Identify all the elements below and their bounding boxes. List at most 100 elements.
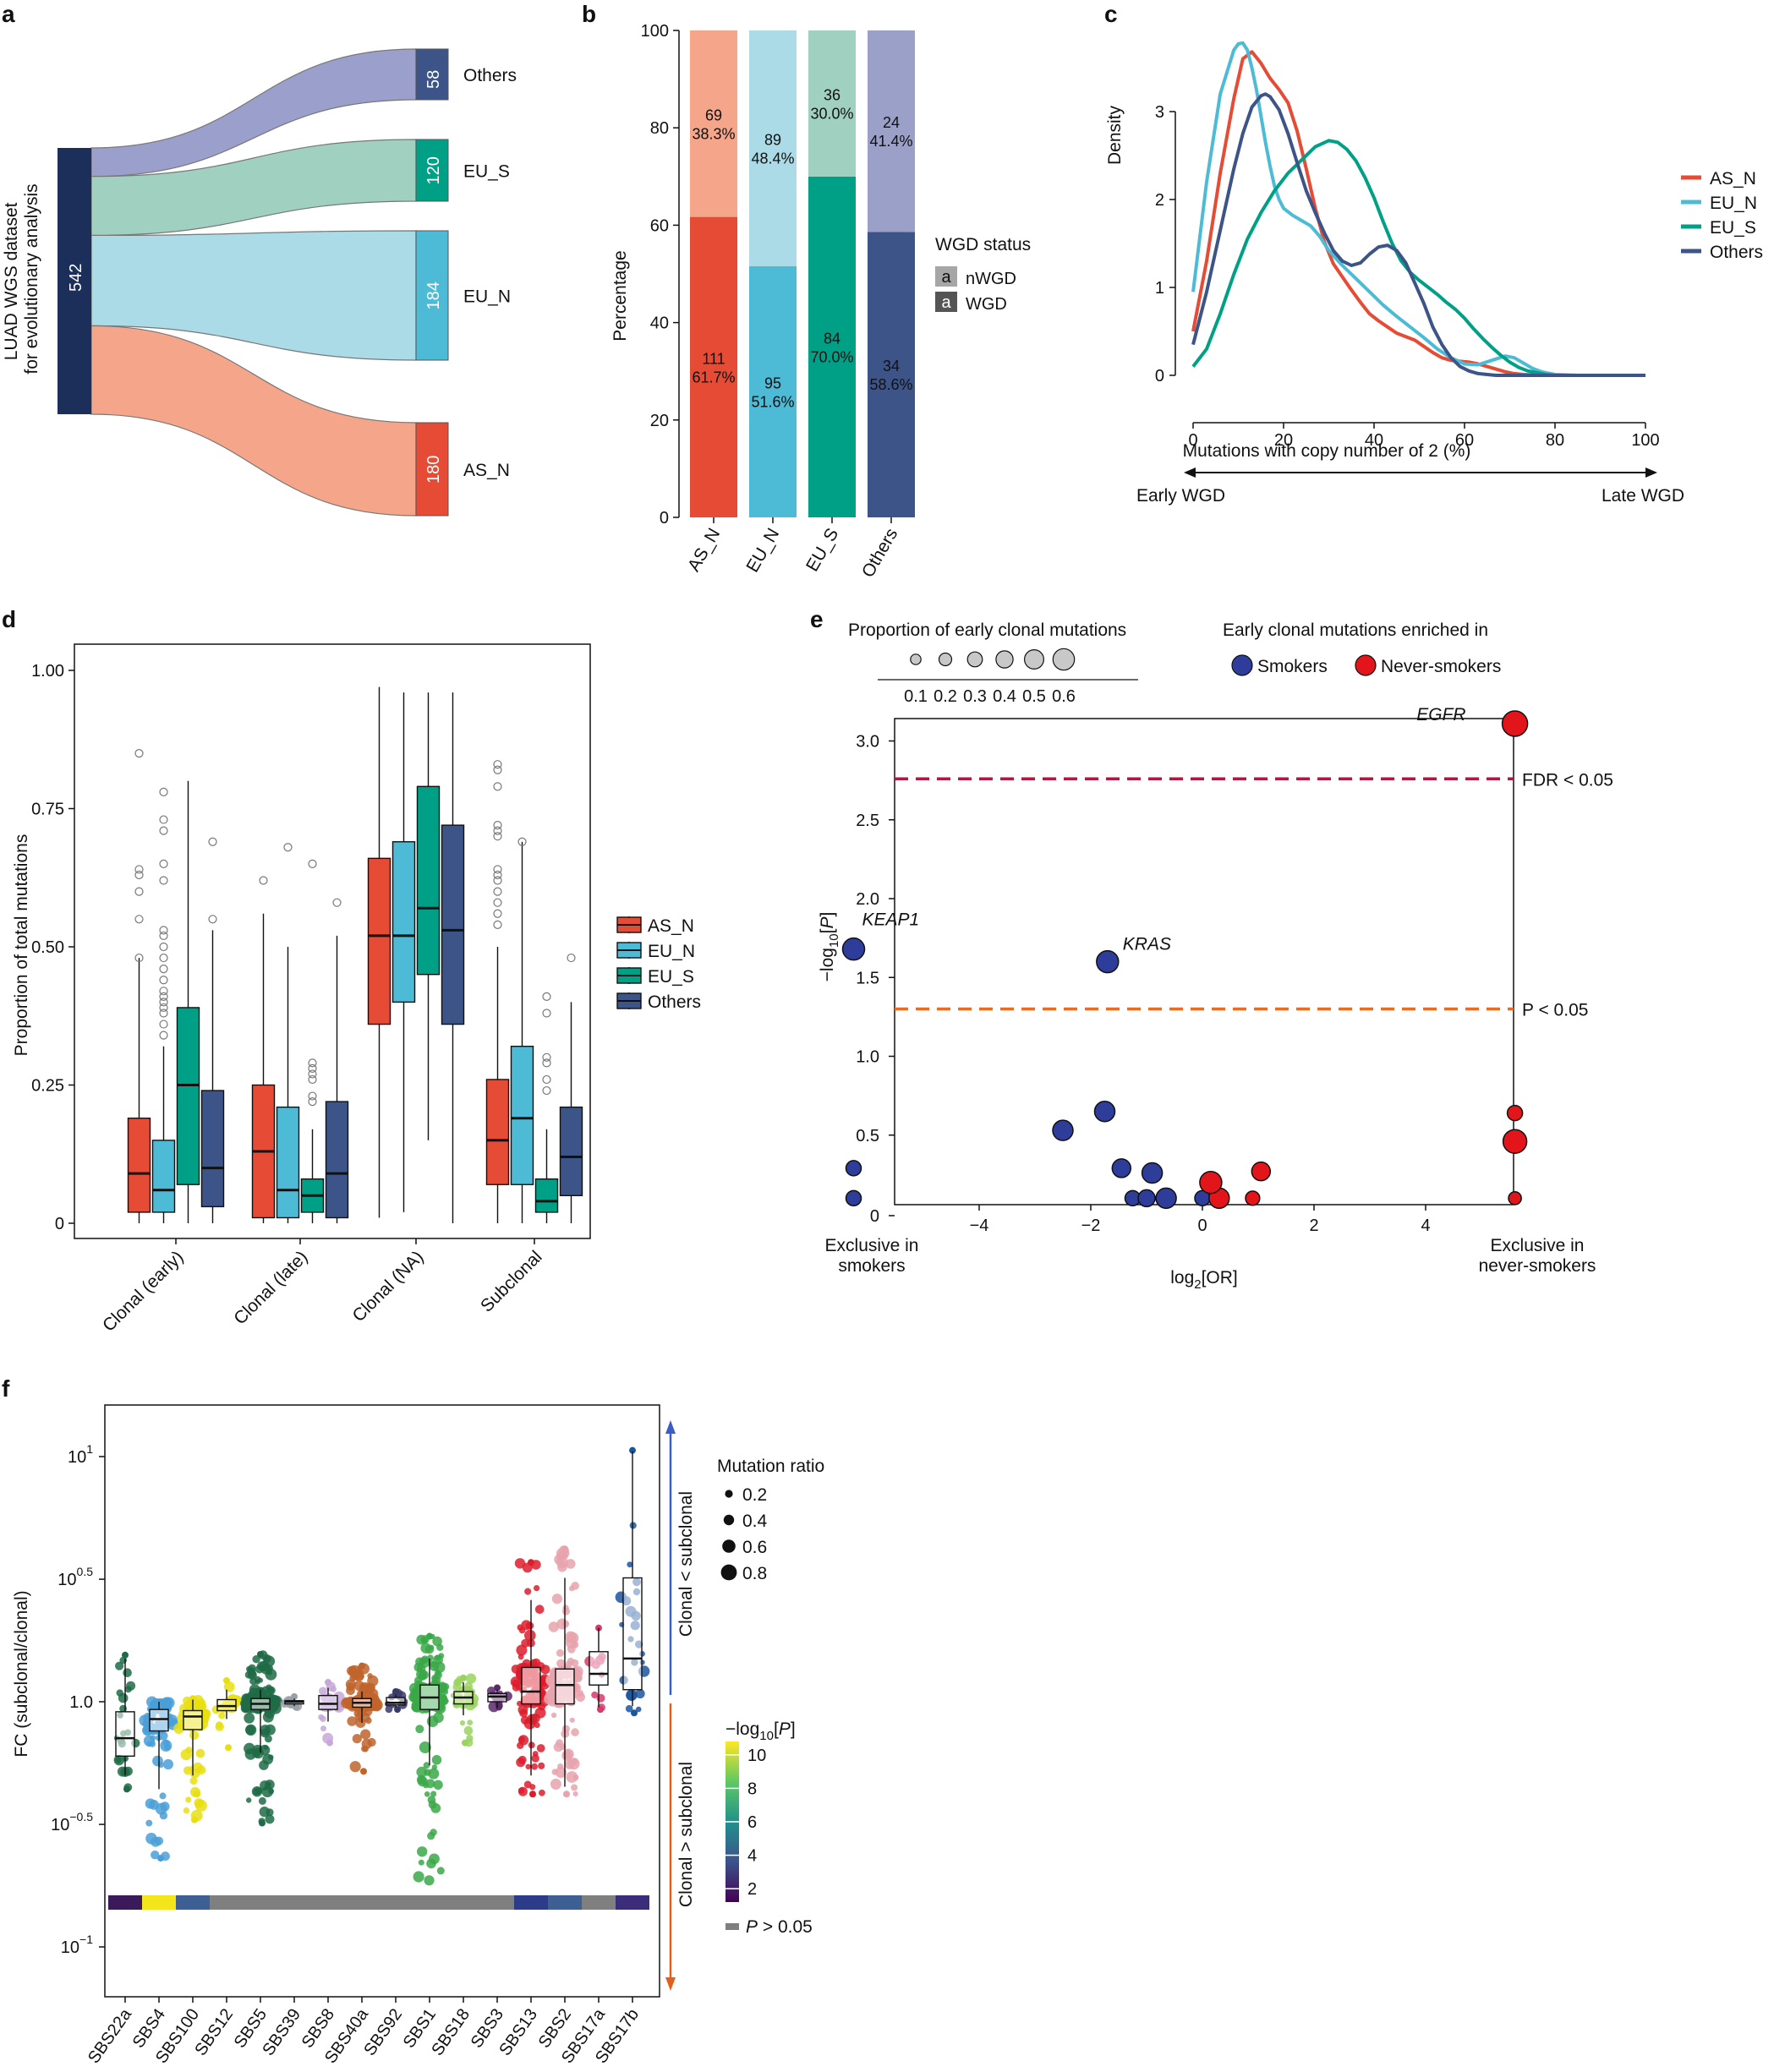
f-point-max — [426, 1632, 433, 1640]
f-point — [360, 1729, 371, 1740]
e-point-never — [1506, 1104, 1524, 1122]
e-threshold-label-fdr: FDR < 0.05 — [1522, 770, 1613, 790]
e-point-never — [1502, 1129, 1528, 1154]
f-point — [145, 1833, 157, 1845]
f-box — [521, 1666, 541, 1705]
e-y-tick-label: 3.0 — [856, 733, 879, 752]
f-point — [431, 1755, 442, 1765]
f-point — [115, 1661, 124, 1670]
f-point — [244, 1702, 249, 1708]
e-threshold-label-p: P < 0.05 — [1522, 1001, 1588, 1020]
f-point — [252, 1655, 260, 1664]
f-color-legend-title: −log10[P] — [725, 1719, 796, 1743]
f-point — [430, 1803, 441, 1813]
f-color-legend-label: 10 — [747, 1747, 766, 1765]
f-point-max — [528, 1559, 534, 1566]
b-bar-wgd-eu_n — [749, 265, 797, 517]
f-point — [434, 1670, 442, 1680]
f-point — [551, 1594, 563, 1605]
e-legend-dot-never — [1355, 654, 1377, 676]
e-size-legend-circle — [938, 652, 953, 667]
f-point — [263, 1655, 276, 1667]
f-size-legend-label: 0.8 — [742, 1564, 767, 1583]
f-point — [627, 1561, 633, 1568]
f-x-tick-label: SBS22a — [85, 2005, 136, 2067]
d-outlier — [134, 748, 144, 758]
e-y-tick-label: 2.5 — [856, 812, 879, 830]
b-bar-percent-wgd: 58.6% — [869, 376, 912, 393]
e-point-never — [1501, 710, 1529, 737]
f-size-legend: 0.2 0.4 0.6 0.8 — [720, 1485, 768, 1583]
f-pvalue-cell — [514, 1895, 548, 1910]
f-point — [248, 1670, 257, 1680]
f-point — [194, 1799, 207, 1812]
d-outlier — [542, 1058, 551, 1068]
f-arrow-up-label: Clonal < subclonal — [676, 1491, 696, 1637]
f-y-tick-label: 10−1 — [61, 1933, 93, 1957]
panel-f: f 10−1 10−0.5 1.0 100.5 101 FC (subclonal/cl… — [2, 1375, 824, 2067]
e-axes: −4 −2 0 2 4 0.5 1.0 1.5 2.0 2.5 3.0 0 — [856, 733, 1430, 1236]
d-outlier — [159, 953, 168, 963]
d-outlier — [493, 887, 502, 896]
e-x-tick-label: −2 — [1081, 1216, 1101, 1235]
f-point — [330, 1686, 337, 1692]
sankey-target-nodes: 58 Others 120 EU_S 184 EU_N 180 AS_N — [415, 48, 517, 517]
f-point — [195, 1748, 205, 1758]
sankey-node-as_n — [415, 422, 449, 517]
d-legend: AS_N EU_N EU_S Others — [616, 916, 701, 1012]
b-bar-percent-wgd: 70.0% — [810, 348, 853, 365]
d-outlier — [332, 898, 342, 907]
f-point-max — [359, 1662, 365, 1670]
c-y-axis-label: Density — [1105, 105, 1125, 165]
f-box — [589, 1651, 609, 1686]
f-point — [518, 1736, 525, 1743]
d-outlier — [493, 782, 502, 791]
e-legend-dot-smokers — [1231, 654, 1253, 676]
c-legend-label-as_n: AS_N — [1710, 169, 1756, 189]
c-legend: AS_N EU_N EU_S Others — [1681, 169, 1763, 262]
f-plot-frame — [104, 1404, 660, 1998]
sankey-source-node — [57, 148, 91, 414]
d-box-eu_n — [151, 1140, 176, 1213]
e-gene-label-egfr: EGFR — [1416, 705, 1465, 724]
e-point-smokers — [841, 937, 866, 961]
d-plot-frame — [74, 643, 591, 1239]
f-point — [177, 1719, 185, 1728]
e-y-tick-label: 0 — [870, 1207, 879, 1226]
e-size-legend-label: 0.3 — [963, 687, 987, 706]
d-box-eu_n — [276, 1106, 300, 1219]
f-pvalue-cell — [311, 1895, 345, 1910]
f-point — [198, 1702, 207, 1711]
d-outlier — [542, 1074, 551, 1085]
f-point — [262, 1711, 274, 1723]
f-point — [347, 1716, 358, 1726]
f-point — [180, 1749, 192, 1761]
b-legend-marker-nwgd: a — [941, 268, 951, 287]
e-point-smokers — [1096, 949, 1120, 974]
f-point — [430, 1829, 437, 1836]
d-outlier — [308, 1074, 317, 1085]
f-point — [517, 1741, 524, 1749]
f-point — [524, 1588, 532, 1595]
f-point — [263, 1745, 269, 1750]
d-box-as_n — [127, 1118, 151, 1213]
f-point — [162, 1739, 170, 1747]
f-point-min — [191, 1816, 198, 1823]
f-point — [346, 1686, 355, 1696]
b-bar-nwgd-eu_s — [808, 30, 856, 177]
f-point — [517, 1654, 524, 1660]
f-point — [555, 1766, 567, 1779]
f-point — [536, 1744, 545, 1752]
f-pvalue-colorbar-strip — [108, 1895, 649, 1910]
b-bar-count-wgd: 111 — [702, 350, 725, 367]
d-outlier — [159, 965, 168, 974]
c-y-tick-label: 0 — [1155, 367, 1164, 385]
e-size-legend-circle — [1052, 648, 1076, 671]
f-point — [428, 1768, 440, 1780]
sankey-source-value: 542 — [67, 264, 85, 292]
f-point-min — [157, 1855, 164, 1862]
e-color-legend-title: Early clonal mutations enriched in — [1223, 621, 1488, 640]
d-outlier — [308, 1091, 317, 1101]
sankey-node-label: Others — [463, 66, 517, 85]
d-outlier — [159, 815, 168, 824]
